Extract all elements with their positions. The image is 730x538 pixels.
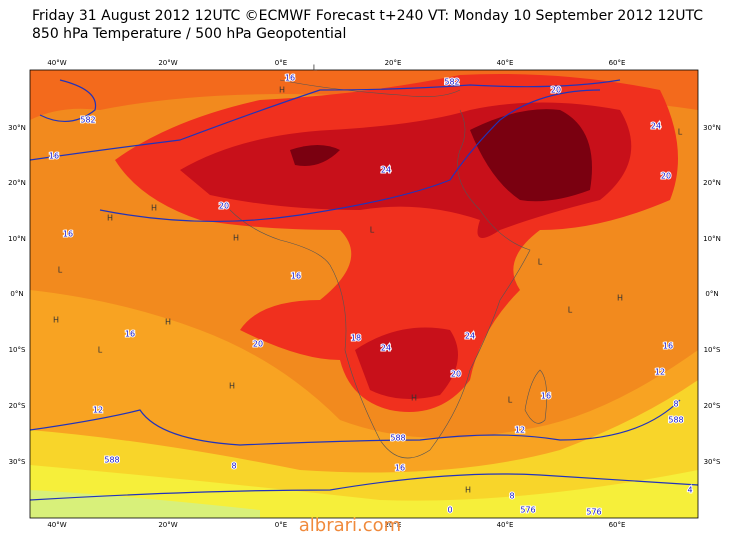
contour-label: 24 — [381, 344, 391, 353]
lat-label: 10°N — [703, 235, 721, 243]
contour-label: 16 — [395, 464, 405, 473]
contour-label: 0 — [447, 506, 452, 515]
contour-label: 16 — [49, 152, 59, 161]
contour-label: 576 — [586, 508, 601, 517]
lat-label: 30°S — [9, 458, 26, 466]
contour-label: 16 — [125, 330, 135, 339]
contour-label: 18 — [351, 334, 361, 343]
lon-label: 0°E — [275, 59, 287, 67]
subtitle: 850 hPa Temperature / 500 hPa Geopotenti… — [32, 26, 346, 42]
pressure-marker: H — [53, 316, 59, 325]
contour-label: 582 — [444, 78, 459, 87]
pressure-marker: H — [617, 294, 623, 303]
lon-label: 40°W — [47, 59, 66, 67]
contour-label: 582 — [80, 116, 95, 125]
pressure-marker: L — [370, 226, 375, 235]
pressure-marker: L — [313, 64, 318, 73]
lon-label: 40°W — [47, 521, 66, 529]
lat-label: 10°S — [9, 346, 26, 354]
lat-label: 0°N — [705, 290, 718, 298]
contour-label: 20 — [253, 340, 263, 349]
pressure-marker: H — [411, 394, 417, 403]
lat-label: 20°S — [9, 402, 26, 410]
contour-label: 12 — [655, 368, 665, 377]
lat-label: 30°N — [703, 124, 721, 132]
map-frame — [29, 69, 699, 519]
map-field — [30, 70, 698, 518]
contour-label: 4 — [687, 486, 692, 495]
lat-label: 20°S — [704, 402, 721, 410]
contour-label: 576 — [520, 506, 535, 515]
contour-label: 20 — [661, 172, 671, 181]
lon-label: 20°W — [158, 59, 177, 67]
lat-label: 30°S — [704, 458, 721, 466]
pressure-marker: L — [508, 396, 513, 405]
contour-label: 16 — [285, 74, 295, 83]
lat-label: 20°N — [8, 179, 26, 187]
contour-label: 16 — [663, 342, 673, 351]
watermark: albrari.com — [299, 515, 401, 536]
pressure-marker: H — [465, 486, 471, 495]
contour-label: 24 — [381, 166, 391, 175]
lon-label: 0°E — [275, 521, 287, 529]
contour-label: 588 — [104, 456, 119, 465]
lat-label: 20°N — [703, 179, 721, 187]
pressure-marker: H — [151, 204, 157, 213]
pressure-marker: L — [58, 266, 63, 275]
lon-label: 60°E — [609, 521, 626, 529]
pressure-marker: H — [165, 318, 171, 327]
contour-label: 588 — [668, 416, 683, 425]
lat-label: 30°N — [8, 124, 26, 132]
contour-label: 588 — [390, 434, 405, 443]
contour-label: 16 — [291, 272, 301, 281]
contour-label: 16 — [541, 392, 551, 401]
contour-label: 24 — [651, 122, 661, 131]
lon-label: 40°E — [497, 521, 514, 529]
pressure-marker: H — [279, 86, 285, 95]
contour-label: 16 — [63, 230, 73, 239]
contour-label: 8 — [509, 492, 514, 501]
lon-label: 20°E — [385, 59, 402, 67]
contour-label: 24 — [465, 332, 475, 341]
lat-label: 10°S — [704, 346, 721, 354]
pressure-marker: H — [107, 214, 113, 223]
lat-label: 10°N — [8, 235, 26, 243]
lon-label: 20°W — [158, 521, 177, 529]
contour-label: 12 — [515, 426, 525, 435]
contour-label: 12 — [93, 406, 103, 415]
pressure-marker: L — [568, 306, 573, 315]
pressure-marker: L — [98, 346, 103, 355]
contour-label: 20 — [551, 86, 561, 95]
pressure-marker: H — [229, 382, 235, 391]
pressure-marker: L — [538, 258, 543, 267]
lon-label: 20°E — [385, 521, 402, 529]
lon-label: 60°E — [609, 59, 626, 67]
lat-label: 0°N — [10, 290, 23, 298]
pressure-marker: H — [233, 234, 239, 243]
pressure-marker: L — [678, 128, 683, 137]
contour-label: 20 — [219, 202, 229, 211]
title: Friday 31 August 2012 12UTC ©ECMWF Forec… — [32, 8, 703, 24]
lon-label: 40°E — [497, 59, 514, 67]
contour-label: 8 — [673, 400, 678, 409]
contour-label: 8 — [231, 462, 236, 471]
contour-label: 20 — [451, 370, 461, 379]
